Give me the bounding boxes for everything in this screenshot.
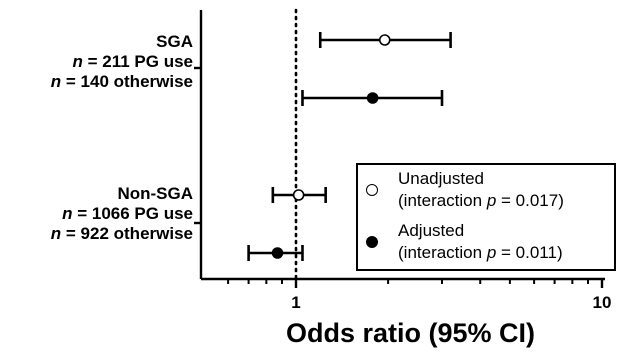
legend-item-unadjusted: Unadjusted (interaction p = 0.017) <box>366 168 564 212</box>
or-point-unadjusted-non-sga <box>292 189 305 201</box>
group-n-other-sga: n = 140 otherwise <box>50 72 193 91</box>
open-circle-icon <box>366 184 378 196</box>
group-n-other-nonsga: n = 922 otherwise <box>50 224 193 243</box>
x-tick-label: 10 <box>593 293 612 312</box>
legend-label-unadjusted: Unadjusted (interaction p = 0.017) <box>398 169 564 210</box>
group-n-pg-sga: n = 211 PG use <box>72 52 194 71</box>
or-point-adjusted-sga <box>366 92 379 104</box>
or-point-adjusted-non-sga <box>271 247 284 259</box>
filled-circle-icon <box>366 236 378 248</box>
axes: 1 10 <box>194 10 611 312</box>
x-tick-label: 1 <box>291 293 300 312</box>
group-name-nonsga: Non-SGA <box>117 184 193 203</box>
plot-marks <box>247 32 452 261</box>
group-label-nonsga: Non-SGA n = 1066 PG use n = 922 otherwis… <box>0 184 193 244</box>
group-name-sga: SGA <box>156 32 193 51</box>
legend: Unadjusted (interaction p = 0.017) Adjus… <box>356 163 616 271</box>
x-axis-label: Odds ratio (95% CI) <box>285 318 536 348</box>
group-label-sga: SGA n = 211 PG use n = 140 otherwise <box>0 32 193 92</box>
or-point-unadjusted-sga <box>378 34 391 46</box>
legend-item-adjusted: Adjusted (interaction p = 0.011) <box>366 220 563 264</box>
group-n-pg-nonsga: n = 1066 PG use <box>62 204 193 223</box>
legend-label-adjusted: Adjusted (interaction p = 0.011) <box>398 221 563 262</box>
